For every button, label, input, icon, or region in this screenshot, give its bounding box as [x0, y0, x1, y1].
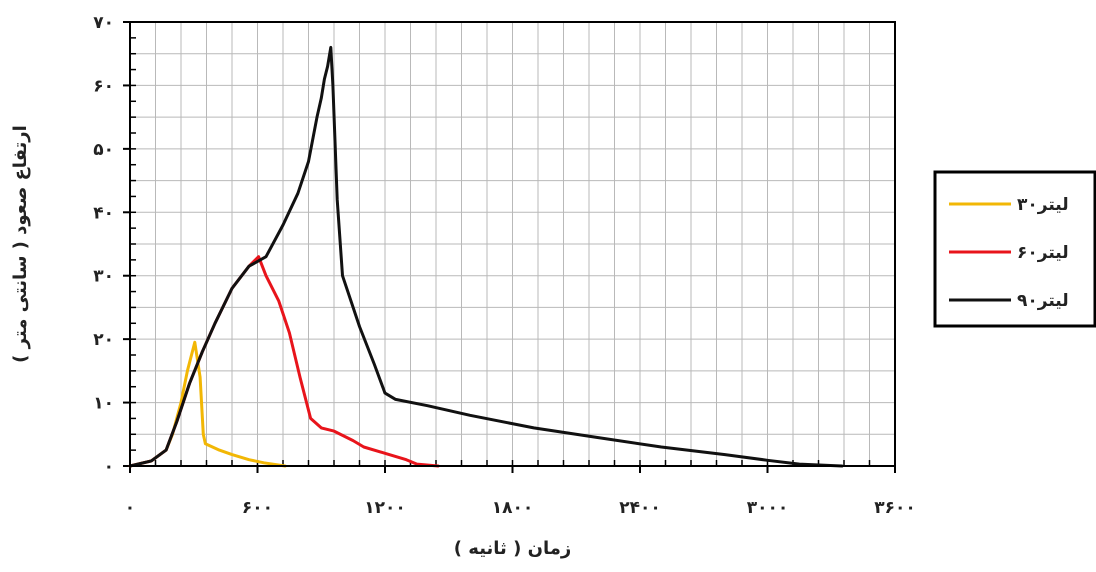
x-axis-tick-labels: ۰ ۶۰۰ ۱۲۰۰ ۱۸۰۰ ۲۴۰۰ ۳۰۰۰ ۳۶۰۰	[125, 498, 916, 518]
x-axis-title: زمان ( ثانیه )	[454, 538, 571, 559]
y-tick-label: ۵۰	[93, 140, 114, 160]
legend-label-1: ۳۰لیتر	[1017, 195, 1069, 215]
x-tick-label: ۶۰۰	[242, 498, 273, 518]
x-tick-label: ۱۸۰۰	[492, 498, 534, 518]
y-tick-label: ۲۰	[93, 330, 114, 350]
y-tick-label: ۶۰	[93, 76, 114, 96]
y-axis-tick-labels: ۰ ۱۰ ۲۰ ۳۰ ۴۰ ۵۰ ۶۰ ۷۰	[93, 13, 114, 477]
x-tick-label: ۳۶۰۰	[874, 498, 916, 518]
legend-label-2: ۶۰لیتر	[1017, 243, 1069, 263]
y-tick-label: ۱۰	[93, 394, 114, 414]
y-tick-label: ۰	[104, 457, 114, 477]
y-tick-label: ۳۰	[93, 267, 114, 287]
x-tick-label: ۲۴۰۰	[619, 498, 661, 518]
grid-lines	[130, 22, 895, 466]
y-tick-label: ۷۰	[93, 13, 114, 33]
series-layer	[128, 45, 844, 468]
legend-box	[933, 170, 1096, 328]
plot-area-frame	[129, 21, 896, 467]
x-tick-label: ۰	[125, 498, 135, 518]
legend: ۳۰لیتر ۶۰لیتر ۹۰لیتر	[933, 170, 1096, 328]
x-tick-label: ۱۲۰۰	[364, 498, 406, 518]
y-tick-label: ۴۰	[93, 203, 114, 223]
series-line-3	[128, 45, 844, 468]
legend-label-3: ۹۰لیتر	[1017, 291, 1069, 311]
x-tick-label: ۳۰۰۰	[747, 498, 789, 518]
y-axis-title: ارتفاع صعود ( سانتی متر )	[10, 125, 31, 363]
